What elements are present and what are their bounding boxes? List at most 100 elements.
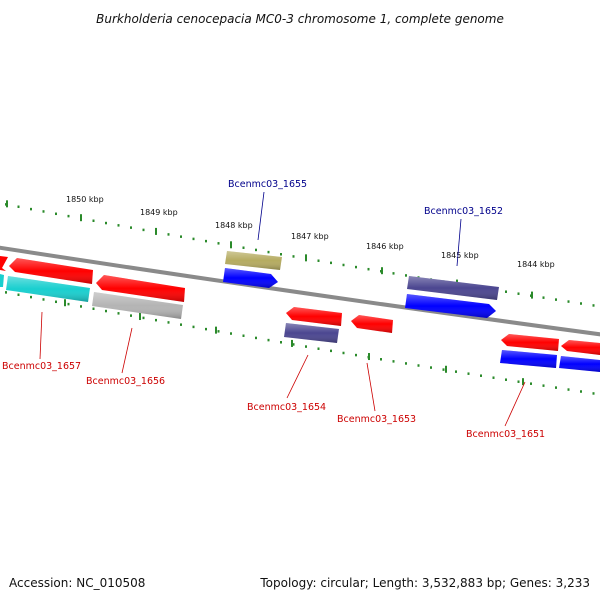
topology-text: Topology: circular; Length: 3,532,883 bp…	[260, 576, 590, 590]
ruler-label-1849: 1849 kbp	[140, 208, 178, 217]
minor-tick	[305, 345, 307, 348]
minor-tick	[542, 384, 545, 387]
minor-tick	[55, 300, 57, 304]
leader-line-1651	[504, 381, 526, 427]
gene-arrow	[0, 274, 4, 287]
gene-label-bcenmc03-1652[interactable]: Bcenmc03_1652	[424, 206, 503, 217]
minor-tick	[355, 265, 357, 269]
minor-tick	[392, 272, 395, 275]
gene-label-bcenmc03-1655[interactable]: Bcenmc03_1655	[228, 179, 307, 190]
minor-tick	[17, 205, 20, 209]
minor-tick	[517, 292, 520, 295]
ruler-label-1850: 1850 kbp	[66, 195, 104, 204]
minor-tick	[342, 263, 345, 267]
minor-tick	[67, 214, 70, 218]
gene-arrow-shade	[92, 292, 183, 319]
minor-tick	[30, 295, 32, 299]
gene-bcenmc03-1658[interactable]	[0, 274, 90, 302]
minor-tick	[555, 386, 557, 389]
gene-arrow-shade	[9, 258, 93, 284]
minor-tick	[492, 376, 495, 379]
minor-tick	[180, 235, 182, 238]
minor-tick	[5, 291, 7, 294]
minor-tick	[167, 321, 170, 324]
minor-tick	[342, 351, 345, 355]
minor-tick	[205, 239, 207, 243]
minor-tick	[592, 392, 595, 395]
gene-arrow-shade	[96, 275, 185, 302]
gene-arrow-shade	[405, 294, 496, 318]
ruler-label-1845: 1845 kbp	[441, 251, 479, 260]
major-tick	[445, 365, 447, 373]
minor-tick	[105, 221, 107, 225]
minor-tick	[117, 312, 120, 315]
gene-bcenmc03-1650-cds[interactable]	[559, 356, 600, 372]
leader-line-1655	[257, 191, 265, 241]
map-title: Burkholderia cenocepacia MC0-3 chromosom…	[96, 12, 504, 26]
gene-arrow-shade	[286, 307, 342, 326]
gene-bcenmc03-1656-cds[interactable]	[92, 292, 183, 319]
minor-tick	[267, 338, 270, 342]
gene-label-bcenmc03-1656[interactable]: Bcenmc03_1656	[86, 376, 165, 387]
minor-tick	[417, 364, 420, 367]
gene-bcenmc03-1653[interactable]	[351, 315, 393, 333]
minor-tick	[467, 372, 470, 375]
gene-bcenmc03-1652-cds[interactable]	[405, 294, 496, 318]
accession-text: Accession: NC_010508	[9, 576, 146, 590]
gene-arrow-shade	[351, 315, 393, 333]
gene-label-bcenmc03-1657[interactable]: Bcenmc03_1657	[2, 361, 81, 372]
gene-label-bcenmc03-1654[interactable]: Bcenmc03_1654	[247, 402, 326, 413]
minor-tick	[142, 316, 145, 320]
gene-arrow-shade	[223, 268, 278, 288]
minor-tick	[42, 210, 45, 213]
minor-tick	[455, 370, 457, 373]
gene-bcenmc03-1654[interactable]	[286, 307, 342, 326]
major-tick	[230, 241, 232, 249]
minor-tick	[380, 358, 382, 361]
gene-bcenmc03-1650[interactable]	[561, 340, 600, 355]
minor-tick	[330, 261, 332, 265]
ruler-label-1848: 1848 kbp	[215, 221, 253, 230]
leader-line-1653	[366, 362, 376, 412]
minor-tick	[542, 296, 545, 299]
gene-bcenmc03-1655[interactable]	[225, 251, 282, 270]
minor-tick	[105, 309, 107, 313]
gene-arrow-shade	[407, 276, 499, 300]
gene-bcenmc03-1656[interactable]	[96, 275, 185, 302]
minor-tick	[67, 302, 70, 306]
gene-bcenmc03-1655-cds[interactable]	[223, 268, 278, 288]
minor-tick	[142, 228, 145, 232]
gene-label-bcenmc03-1653[interactable]: Bcenmc03_1653	[337, 414, 416, 425]
minor-tick	[17, 293, 20, 297]
minor-tick	[42, 298, 45, 301]
minor-tick	[92, 307, 95, 311]
minor-tick	[367, 267, 370, 271]
chromosome-backbone	[0, 245, 600, 337]
gene-bcenmc03-1652[interactable]	[407, 276, 499, 300]
minor-tick	[180, 323, 182, 326]
minor-tick	[405, 362, 407, 365]
gene-bcenmc03-1651-cds[interactable]	[500, 350, 557, 368]
major-tick	[291, 339, 293, 347]
minor-tick	[255, 336, 257, 340]
gene-bcenmc03-1651[interactable]	[501, 334, 559, 351]
gene-bcenmc03-1654-cds[interactable]	[284, 323, 339, 343]
minor-tick	[267, 250, 270, 254]
minor-tick	[192, 237, 195, 241]
gene-bcenmc03-1657[interactable]	[0, 256, 93, 284]
minor-tick	[505, 290, 507, 293]
minor-tick	[517, 380, 520, 383]
minor-tick	[242, 334, 245, 337]
minor-tick	[80, 305, 82, 308]
minor-tick	[217, 330, 220, 333]
leader-line-1657	[39, 311, 43, 360]
gene-label-bcenmc03-1651[interactable]: Bcenmc03_1651	[466, 429, 545, 440]
minor-tick	[30, 207, 32, 211]
minor-tick	[530, 382, 532, 385]
ruler-label-1844: 1844 kbp	[517, 260, 555, 269]
minor-tick	[442, 368, 445, 371]
major-tick	[215, 326, 217, 334]
ruler-label-1846: 1846 kbp	[366, 242, 404, 251]
minor-tick	[567, 300, 570, 303]
